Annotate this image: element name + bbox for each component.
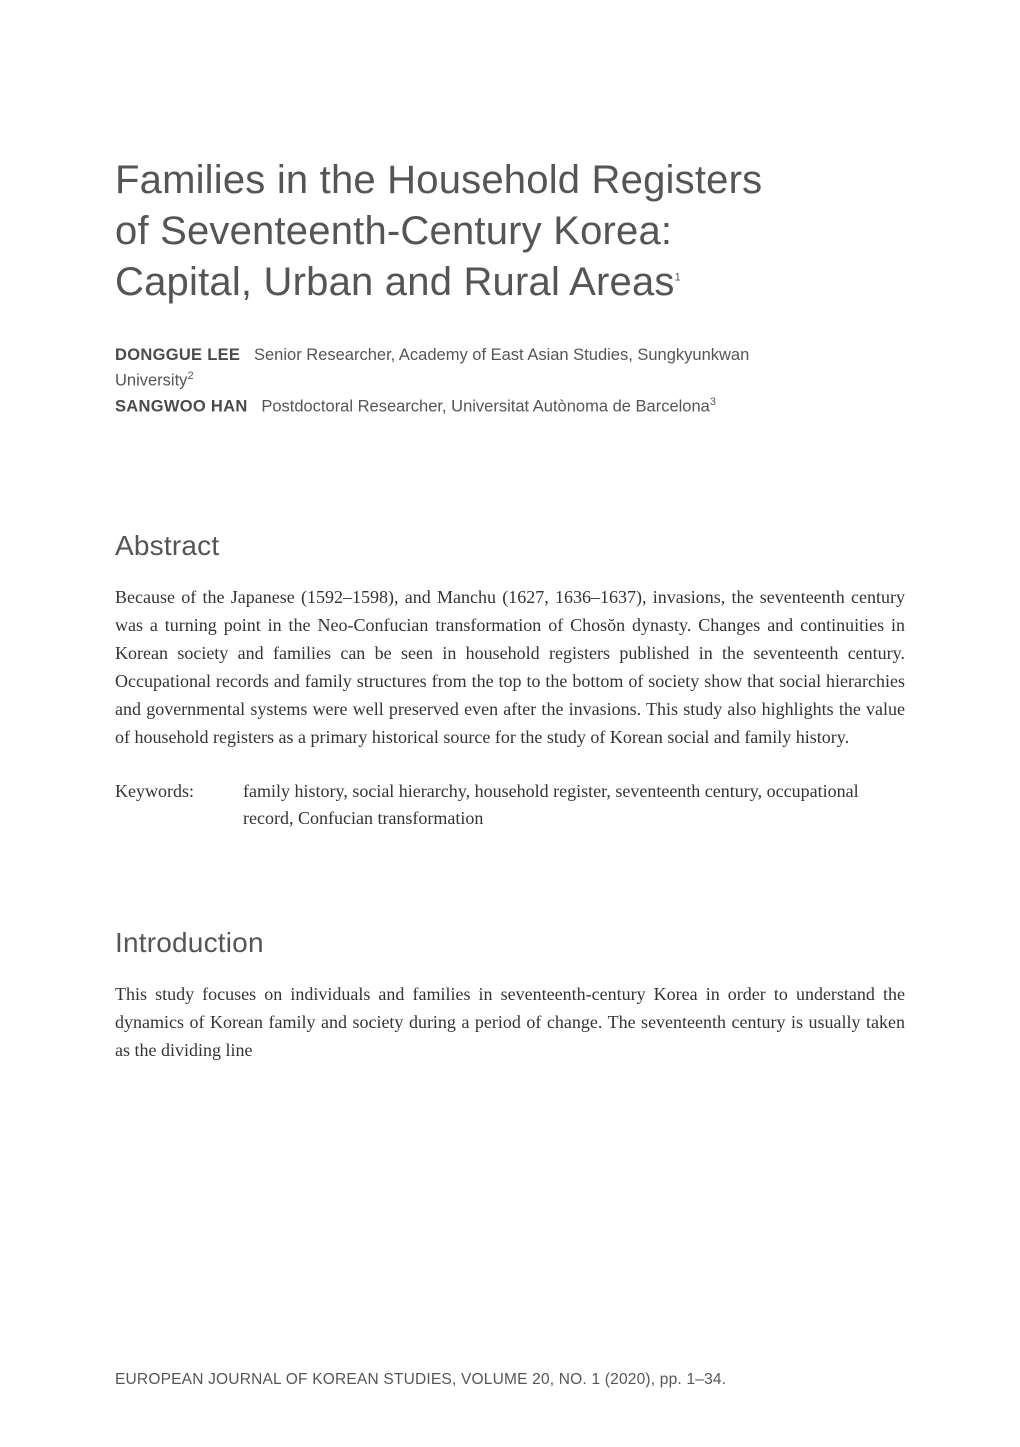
title-footnote-sup: 1 [675,272,681,284]
author-footnote-sup: 3 [710,396,716,408]
keywords-row: Keywords: family history, social hierarc… [115,778,905,834]
author-name: SANGWOO HAN [115,398,248,416]
author-affiliation-line2: University2 [115,368,905,394]
introduction-heading: Introduction [115,927,905,959]
author-entry: SANGWOO HAN Postdoctoral Researcher, Uni… [115,394,905,420]
abstract-heading: Abstract [115,530,905,562]
introduction-body: This study focuses on individuals and fa… [115,981,905,1065]
keywords-text: family history, social hierarchy, househ… [243,778,905,834]
abstract-body: Because of the Japanese (1592–1598), and… [115,584,905,751]
article-title: Families in the Household Registers of S… [115,155,905,309]
keywords-label: Keywords: [115,778,243,834]
author-footnote-sup: 2 [187,370,193,382]
author-affiliation-part2: University [115,372,187,390]
authors-block: DONGGUE LEE Senior Researcher, Academy o… [115,343,905,421]
title-line-3: Capital, Urban and Rural Areas [115,260,675,304]
journal-citation: EUROPEAN JOURNAL OF KOREAN STUDIES, VOLU… [115,1371,726,1389]
title-line-1: Families in the Household Registers [115,158,762,202]
author-entry: DONGGUE LEE Senior Researcher, Academy o… [115,343,905,369]
author-name: DONGGUE LEE [115,346,240,364]
title-line-2: of Seventeenth-Century Korea: [115,209,672,253]
author-affiliation-part1: Postdoctoral Researcher, Universitat Aut… [261,398,710,416]
author-affiliation-part1: Senior Researcher, Academy of East Asian… [254,346,749,364]
